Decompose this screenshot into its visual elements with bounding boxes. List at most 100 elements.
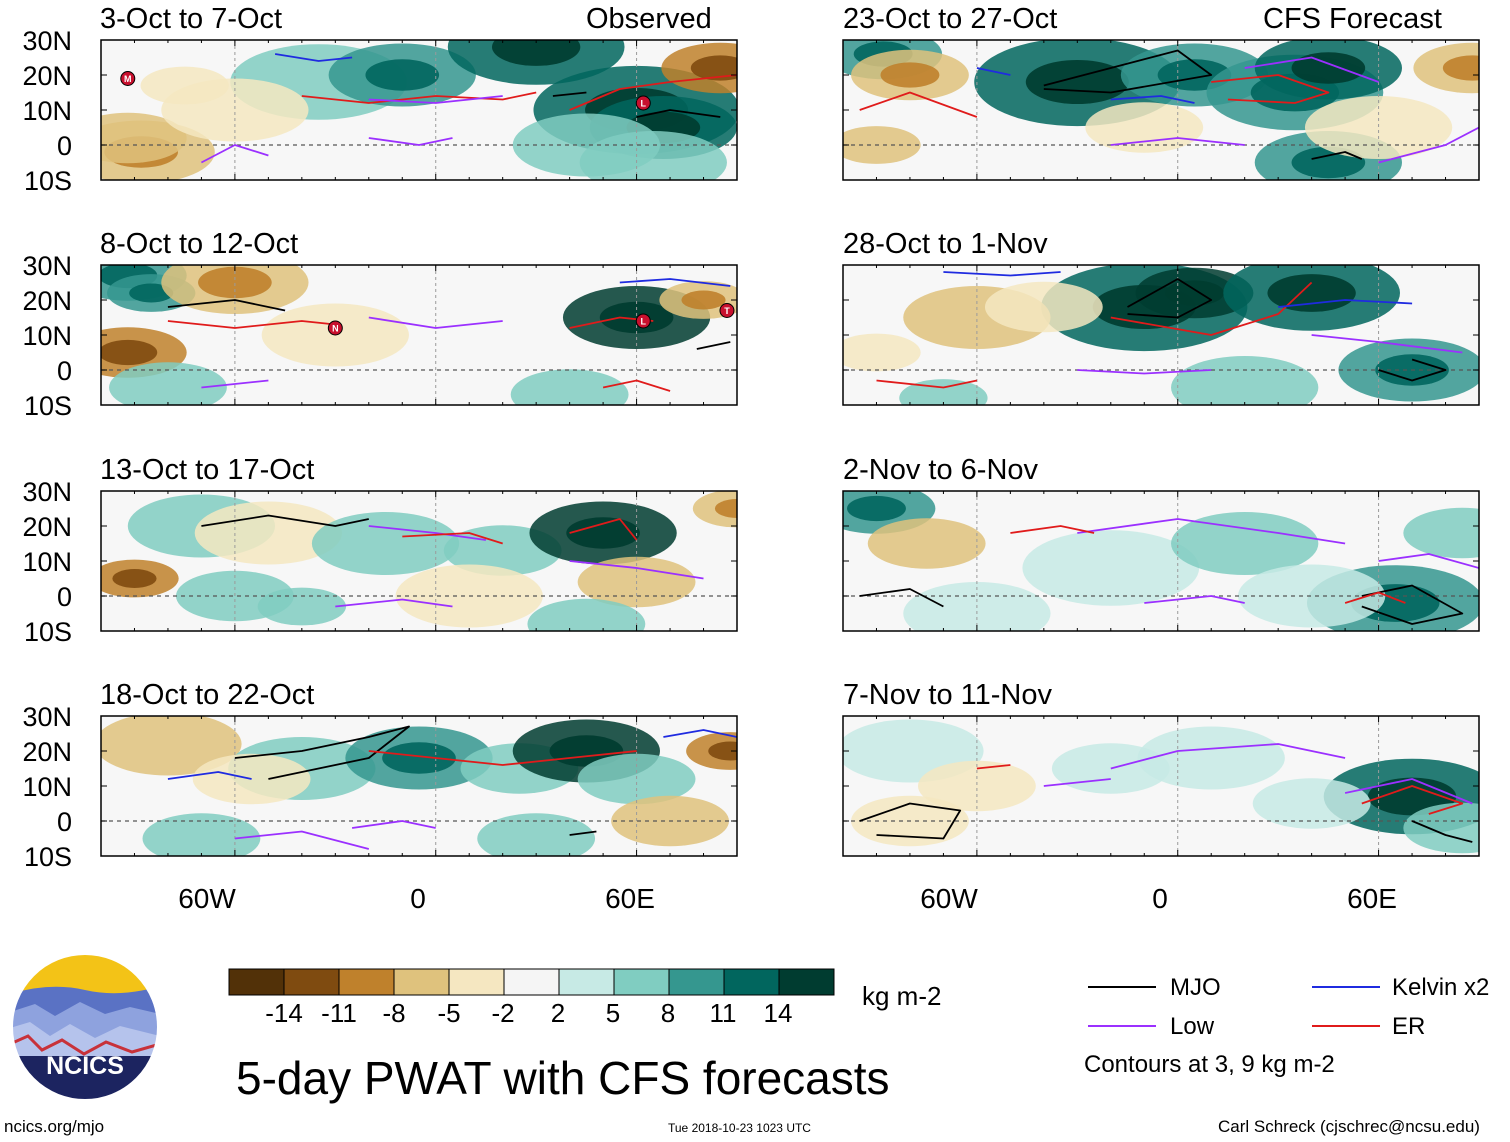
legend-er-label: ER xyxy=(1392,1013,1426,1040)
anomaly-core xyxy=(1442,55,1479,81)
panel-title-2: 8-Oct to 12-Oct xyxy=(100,228,299,260)
contour-mjo xyxy=(1411,820,1473,843)
contour-low xyxy=(351,820,436,829)
contour-mjo xyxy=(569,830,597,836)
contour-kelvin xyxy=(976,67,1011,76)
anomaly-blob xyxy=(527,598,646,631)
map-panel-2: N L T xyxy=(101,265,737,405)
lon-tick: 60E xyxy=(1347,883,1397,914)
anomaly-core xyxy=(599,301,674,334)
lat-tick: 10N xyxy=(22,96,72,126)
storm-marker-icon xyxy=(327,320,343,336)
panel-title-7: 2-Nov to 6-Nov xyxy=(843,454,1039,486)
colorbar-swatch xyxy=(778,968,835,996)
contour-mjo xyxy=(696,341,731,350)
anomaly-blob xyxy=(1137,726,1285,790)
contour-mjo xyxy=(234,725,410,780)
storm-marker-icon xyxy=(635,313,651,329)
storm-marker-label: N xyxy=(332,324,339,334)
lat-tick: 10N xyxy=(22,321,72,351)
contour-low xyxy=(201,379,269,389)
lat-tick: 0 xyxy=(56,131,72,161)
contour-low xyxy=(1378,126,1479,164)
anomaly-blob xyxy=(984,281,1103,333)
contour-er xyxy=(167,320,336,329)
anomaly-blob xyxy=(692,491,737,528)
contour-er xyxy=(859,91,978,118)
anomaly-core xyxy=(714,499,737,518)
lat-tick: 0 xyxy=(56,356,72,386)
legend-kelvin-line xyxy=(1312,986,1380,988)
colorbar-swatch xyxy=(613,968,670,996)
contour-er xyxy=(602,379,671,392)
colorbar-swatch xyxy=(558,968,615,996)
anomaly-blob xyxy=(867,518,986,569)
observed-label: Observed xyxy=(586,3,712,35)
anomaly-blob xyxy=(1085,102,1204,153)
anomaly-core xyxy=(129,283,174,303)
lat-tick: 10S xyxy=(23,391,72,421)
legend-er-line xyxy=(1312,1025,1380,1027)
colorbar-tick: -5 xyxy=(437,998,461,1028)
contour-mjo xyxy=(1361,584,1464,625)
panel-title-1: 3-Oct to 7-Oct xyxy=(100,3,283,35)
contour-kelvin xyxy=(663,729,737,738)
anomaly-blob xyxy=(1403,802,1479,854)
legend-kelvin-label: Kelvin x2 xyxy=(1392,974,1490,1001)
footer-url[interactable]: ncics.org/mjo xyxy=(4,1117,105,1136)
anomaly-core xyxy=(491,40,581,66)
lat-tick: 20N xyxy=(22,512,72,542)
lon-tick: 60W xyxy=(920,883,978,914)
colorbar-swatch xyxy=(338,968,395,996)
legend-low-line xyxy=(1088,1025,1156,1027)
panel-title-3: 13-Oct to 17-Oct xyxy=(100,454,315,486)
contour-mjo xyxy=(1311,151,1363,160)
contour-low xyxy=(368,316,503,329)
anomaly-blob xyxy=(843,333,921,372)
contour-low xyxy=(1077,369,1212,375)
contour-low xyxy=(1077,518,1346,545)
panel-title-8: 7-Nov to 11-Nov xyxy=(843,679,1052,711)
contour-low xyxy=(1311,334,1463,354)
colorbar-swatch xyxy=(723,968,780,996)
anomaly-blob xyxy=(1022,530,1200,606)
colorbar-tick: -11 xyxy=(321,998,357,1028)
footer-timestamp: Tue 2018-10-23 1023 UTC xyxy=(668,1121,811,1135)
contour-mjo xyxy=(1043,49,1213,94)
lat-tick: 10S xyxy=(23,617,72,647)
contour-low xyxy=(1344,778,1473,805)
contour-low xyxy=(234,830,370,850)
anomaly-blob xyxy=(510,369,629,405)
contour-kelvin xyxy=(1110,95,1195,104)
storm-marker-label: L xyxy=(641,99,647,109)
anomaly-blob xyxy=(843,126,921,164)
anomaly-core xyxy=(566,517,640,549)
anomaly-core xyxy=(681,290,726,310)
colorbar-swatch xyxy=(393,968,450,996)
storm-marker-label: M xyxy=(124,74,132,84)
colorbar-tick: -14 xyxy=(265,998,303,1028)
lat-tick: 10N xyxy=(22,547,72,577)
storm-marker-icon xyxy=(635,95,651,111)
lat-tick: 30N xyxy=(22,477,72,507)
lat-tick: 30N xyxy=(22,702,72,732)
colorbar-swatch xyxy=(668,968,725,996)
anomaly-blob xyxy=(1403,507,1479,559)
anomaly-blob xyxy=(1171,512,1319,575)
panel-title-4: 18-Oct to 22-Oct xyxy=(100,679,315,711)
anomaly-blob xyxy=(140,66,229,105)
colorbar-units: kg m-2 xyxy=(862,981,942,1011)
contour-low xyxy=(1244,56,1379,83)
contour-mjo xyxy=(552,91,587,97)
anomaly-core xyxy=(198,266,272,299)
contour-er xyxy=(1361,785,1464,815)
map-panel-6 xyxy=(843,265,1479,405)
anomaly-core xyxy=(382,742,456,774)
ncics-logo: NCICS xyxy=(11,953,159,1101)
map-panel-3 xyxy=(101,491,737,631)
anomaly-blob xyxy=(109,362,227,405)
contour-low xyxy=(1110,743,1346,770)
contour-er xyxy=(1211,74,1330,104)
panel-title-6: 28-Oct to 1-Nov xyxy=(843,228,1048,260)
